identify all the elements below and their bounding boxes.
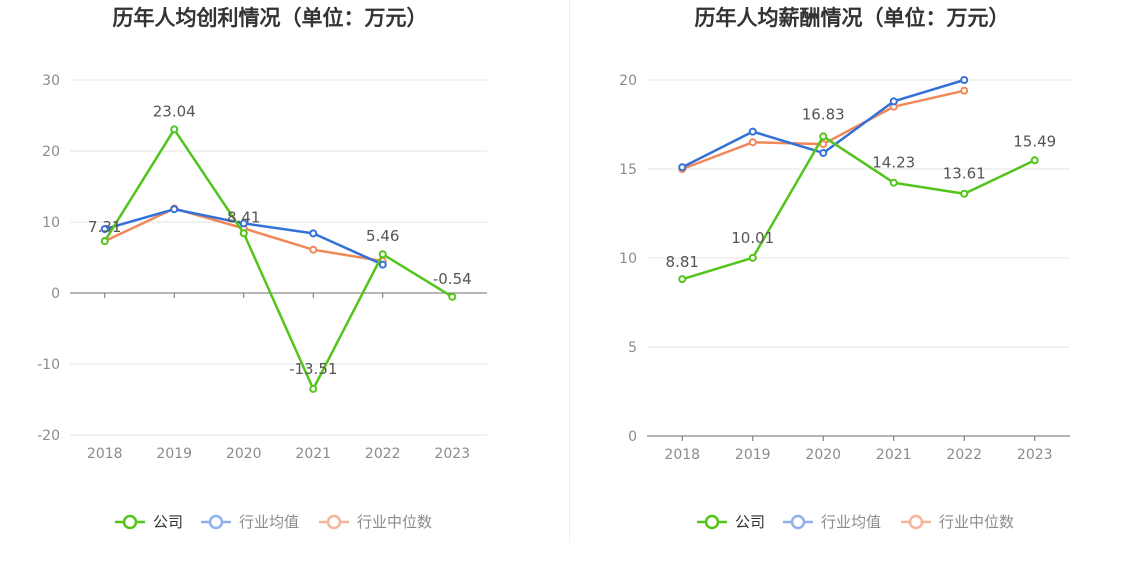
legend-marker-icon xyxy=(790,514,806,530)
data-point xyxy=(378,260,387,269)
data-label: 7.31 xyxy=(88,218,121,236)
data-point xyxy=(309,229,318,238)
data-point xyxy=(819,148,828,157)
y-tick-label: 0 xyxy=(51,286,60,302)
data-point xyxy=(748,138,757,147)
data-point xyxy=(239,219,248,228)
chart-title: 历年人均薪酬情况（单位：万元） xyxy=(695,6,1010,30)
legend-marker-icon xyxy=(326,514,342,530)
data-point xyxy=(309,384,318,393)
data-point xyxy=(819,132,828,141)
data-label: 13.61 xyxy=(943,165,986,183)
y-tick-label: 15 xyxy=(619,162,637,178)
data-point xyxy=(100,225,109,234)
x-tick-label: 2018 xyxy=(664,447,700,463)
data-point xyxy=(1030,156,1039,165)
data-point xyxy=(378,250,387,259)
data-point xyxy=(678,275,687,284)
x-tick-label: 2023 xyxy=(434,446,470,462)
series-line-0 xyxy=(103,128,453,391)
legend-marker-icon xyxy=(122,514,138,530)
legend-label: 公司 xyxy=(735,513,765,531)
x-tick-label: 2022 xyxy=(365,446,401,462)
legend-label: 公司 xyxy=(153,513,183,531)
data-point xyxy=(748,253,757,262)
x-tick-label: 2018 xyxy=(87,446,123,462)
series-line-2 xyxy=(681,89,965,171)
y-tick-label: 10 xyxy=(619,251,637,267)
chart-salary-per-capita: 历年人均薪酬情况（单位：万元） 20 15 10 5 0 2018 2019 2020 2021 2… xyxy=(619,6,1070,531)
data-label: 15.49 xyxy=(1013,132,1056,150)
x-tick-label: 2023 xyxy=(1017,447,1053,463)
y-tick-label: 20 xyxy=(619,73,637,89)
data-label: 23.04 xyxy=(153,102,196,120)
data-point xyxy=(239,229,248,238)
legend-label: 行业均值 xyxy=(239,513,299,531)
data-label: -13.51 xyxy=(289,360,337,378)
y-tick-label: -10 xyxy=(37,357,60,373)
x-tick-label: 2019 xyxy=(156,446,192,462)
data-point xyxy=(170,125,179,134)
chart-profit-per-capita: 历年人均创利情况（单位：万元） 30 20 10 0 -10 -20 2018 2019 2020… xyxy=(37,6,487,531)
data-point xyxy=(309,245,318,254)
x-tick-label: 2021 xyxy=(876,447,912,463)
y-tick-label: 30 xyxy=(42,73,60,89)
data-point xyxy=(100,237,109,246)
data-point xyxy=(960,189,969,198)
data-point xyxy=(889,178,898,187)
data-label: 8.41 xyxy=(227,208,260,226)
legend-label: 行业中位数 xyxy=(939,513,1014,531)
legend-marker-icon xyxy=(208,514,224,530)
legend-marker-icon xyxy=(908,514,924,530)
series-line-0 xyxy=(681,135,1036,281)
data-label: -0.54 xyxy=(433,270,472,288)
chart-divider xyxy=(569,0,570,542)
x-tick-label: 2019 xyxy=(735,447,771,463)
chart-title: 历年人均创利情况（单位：万元） xyxy=(113,6,428,30)
x-tick-label: 2022 xyxy=(946,447,982,463)
legend-label: 行业中位数 xyxy=(357,513,432,531)
data-point xyxy=(748,127,757,136)
x-tick-label: 2021 xyxy=(295,446,331,462)
data-point xyxy=(960,86,969,95)
data-point xyxy=(678,163,687,172)
legend-marker-icon xyxy=(704,514,720,530)
x-tick-label: 2020 xyxy=(805,447,841,463)
legend-label: 行业均值 xyxy=(821,513,881,531)
data-point xyxy=(889,97,898,106)
y-tick-label: 20 xyxy=(42,144,60,160)
x-tick-label: 2020 xyxy=(226,446,262,462)
data-point xyxy=(960,76,969,84)
data-label: 5.46 xyxy=(366,227,399,245)
data-label: 10.01 xyxy=(731,229,774,247)
data-label: 14.23 xyxy=(872,154,915,172)
y-tick-label: 10 xyxy=(42,215,60,231)
data-point xyxy=(170,205,179,214)
data-label: 16.83 xyxy=(802,105,845,123)
y-tick-label: 0 xyxy=(628,429,637,445)
y-tick-label: -20 xyxy=(37,428,60,444)
data-label: 8.81 xyxy=(666,253,699,271)
data-point xyxy=(448,292,457,301)
y-tick-label: 5 xyxy=(628,340,637,356)
